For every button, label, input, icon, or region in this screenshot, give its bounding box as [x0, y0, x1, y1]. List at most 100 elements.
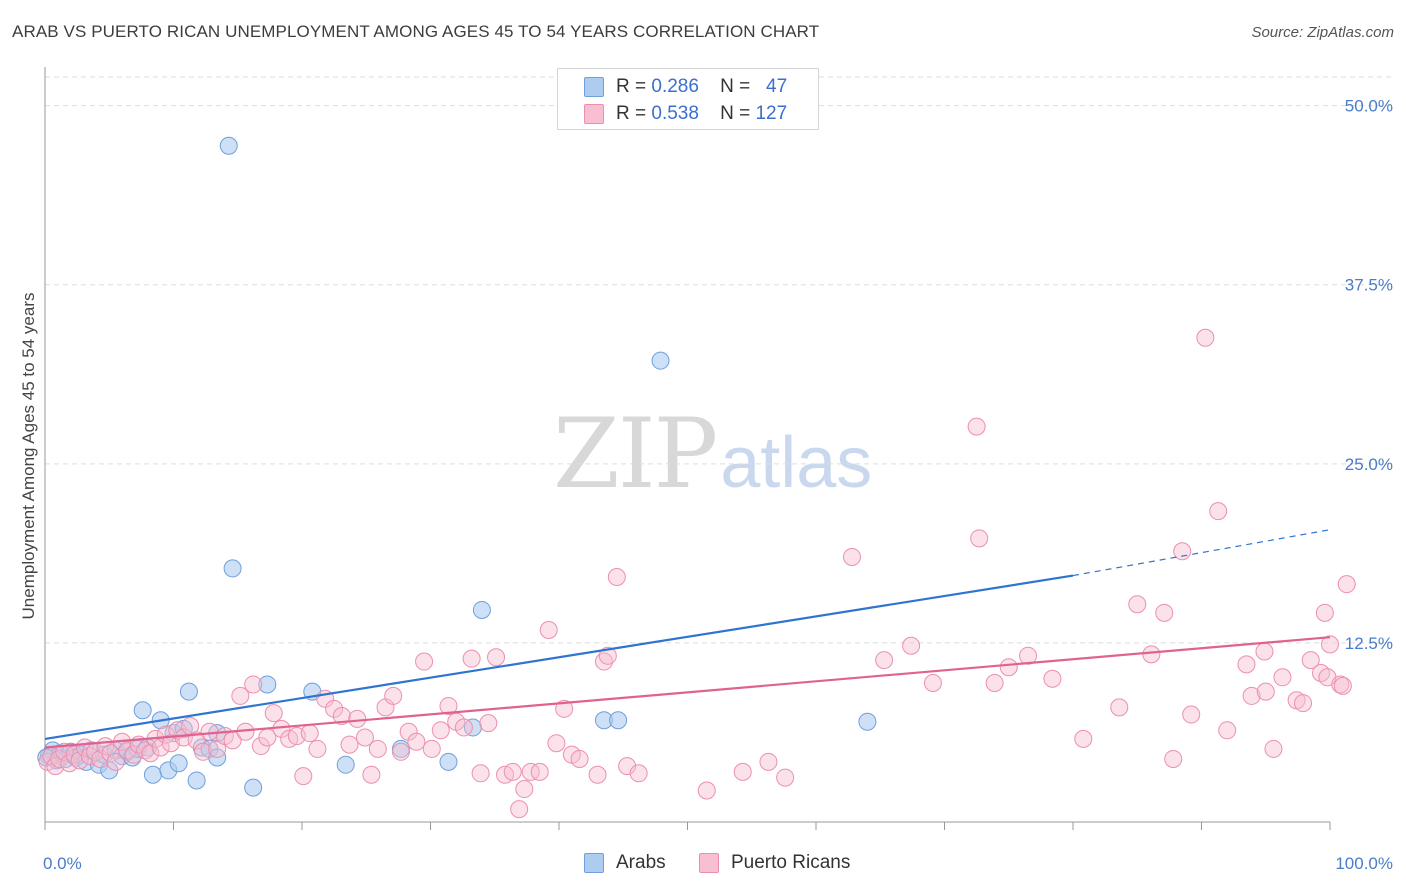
puerto-rican-point: [194, 742, 213, 761]
puerto-rican-point: [607, 568, 626, 587]
puerto-rican-point: [618, 757, 637, 776]
puerto-rican-point: [1110, 698, 1129, 717]
puerto-rican-point: [776, 768, 795, 787]
watermark-zip: ZIP: [553, 398, 718, 510]
puerto-rican-point: [348, 709, 367, 728]
puerto-rican-point: [539, 621, 558, 640]
y-tick-label: 50.0%: [1345, 97, 1393, 116]
puerto-rican-point: [399, 722, 418, 741]
y-axis-label: Unemployment Among Ages 45 to 54 years: [19, 293, 38, 620]
source-credit: Source: ZipAtlas.com: [1251, 24, 1394, 41]
chart-title: ARAB VS PUERTO RICAN UNEMPLOYMENT AMONG …: [12, 22, 820, 41]
puerto-rican-point: [332, 706, 351, 725]
puerto-rican-point: [200, 722, 219, 741]
puerto-rican-point: [384, 686, 403, 705]
arabs-swatch: [584, 77, 604, 97]
puerto-rican-point: [65, 745, 84, 764]
puerto-rican-point: [156, 725, 175, 744]
puerto-rican-point: [1294, 694, 1313, 713]
puerto-rican-point: [1237, 655, 1256, 674]
arab-trend-extension: [1072, 529, 1331, 577]
puerto-rican-point: [231, 686, 250, 705]
legend-item-puerto-ricans: Puerto Ricans: [699, 852, 850, 874]
puerto-rican-trend-line: [44, 636, 1331, 749]
arab-points: [37, 136, 877, 797]
legend-item-arabs: Arabs: [584, 852, 666, 874]
puerto-rican-point: [759, 752, 778, 771]
n-value: 127: [755, 103, 788, 124]
arab-point: [143, 765, 162, 784]
arab-point: [244, 778, 263, 797]
puerto-rican-point: [515, 780, 534, 799]
puerto-rican-point: [308, 739, 327, 758]
arab-point: [258, 675, 277, 694]
puerto-rican-point: [902, 636, 921, 655]
watermark-atlas: atlas: [720, 423, 873, 503]
puerto-rican-point: [1128, 595, 1147, 614]
puerto-rican-point: [454, 718, 473, 737]
puerto-rican-point: [629, 764, 648, 783]
legend-row-arabs: R = 0.286 N = 47: [584, 76, 787, 98]
puerto-rican-point: [1182, 705, 1201, 724]
puerto-rican-point: [300, 724, 319, 743]
legend-label-puerto-ricans: Puerto Ricans: [731, 852, 851, 873]
puerto-rican-point: [697, 781, 716, 800]
puerto-rican-point: [479, 714, 498, 733]
puerto-rican-point: [141, 744, 160, 763]
puerto-rican-point: [1337, 575, 1356, 594]
puerto-rican-point: [294, 767, 313, 786]
puerto-rican-point: [999, 658, 1018, 677]
puerto-rican-point: [970, 529, 989, 548]
puerto-rican-point: [530, 762, 549, 781]
grid-lines: [45, 76, 1394, 644]
puerto-rican-point: [1218, 721, 1237, 740]
arab-point: [169, 754, 188, 773]
trend-lines: [44, 529, 1331, 749]
puerto-rican-point: [510, 800, 529, 819]
puerto-rican-point: [187, 731, 206, 750]
n-value: 47: [766, 76, 788, 97]
puerto-rican-point: [1242, 686, 1261, 705]
puerto-rican-point: [503, 762, 522, 781]
puerto-rican-point: [1315, 603, 1334, 622]
n-label: N =: [720, 76, 751, 97]
puerto-rican-point: [368, 739, 387, 758]
puerto-rican-point: [325, 699, 344, 718]
puerto-rican-point: [555, 699, 574, 718]
arab-point: [336, 755, 355, 774]
puerto-rican-point: [1301, 651, 1320, 670]
x-tick-label-min: 0.0%: [43, 854, 82, 873]
puerto-rican-point: [264, 704, 283, 723]
puerto-rican-point: [1321, 635, 1339, 654]
puerto-rican-point: [923, 674, 942, 693]
puerto-rican-point: [1256, 682, 1275, 701]
arab-point: [223, 559, 242, 578]
zipatlas-watermark: ZIPatlas: [553, 398, 872, 510]
puerto-rican-points: [38, 328, 1356, 819]
puerto-rican-point: [1196, 328, 1215, 347]
puerto-rican-point: [598, 646, 617, 665]
puerto-rican-point: [1142, 645, 1161, 664]
puerto-rican-point: [471, 764, 490, 783]
correlation-legend: R = 0.286 N = 47 R = 0.538 N = 127: [557, 68, 819, 130]
n-label: N =: [720, 103, 751, 124]
arab-point: [179, 682, 198, 701]
puerto-rican-point: [547, 734, 566, 753]
r-value: 0.286: [651, 76, 699, 97]
r-label: R =: [616, 103, 647, 124]
puerto-rican-point: [1255, 642, 1274, 661]
puerto-rican-point: [362, 765, 381, 784]
puerto-rican-point: [422, 739, 441, 758]
axis-labels: 12.5% 25.0% 37.5% 50.0% 0.0% 100.0% Unemployme…: [19, 97, 1393, 873]
arabs-swatch: [584, 853, 604, 873]
puerto-rican-point: [136, 741, 155, 760]
arab-point: [651, 351, 670, 370]
arab-point: [858, 712, 877, 731]
puerto-rican-point: [875, 651, 894, 670]
y-tick-label: 12.5%: [1345, 634, 1393, 653]
r-value: 0.538: [651, 103, 699, 124]
x-tick-label-max: 100.0%: [1335, 854, 1393, 873]
puerto-rican-point: [55, 742, 74, 761]
puerto-rican-point: [1333, 676, 1352, 695]
puerto-rican-point: [415, 652, 434, 671]
